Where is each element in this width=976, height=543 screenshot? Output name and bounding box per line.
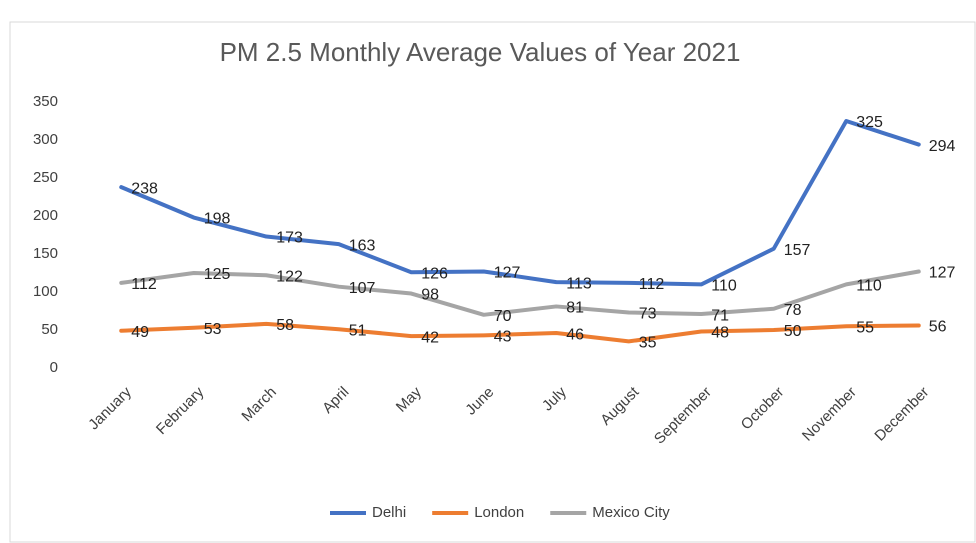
data-label: 126	[421, 265, 448, 282]
data-label: 70	[494, 308, 512, 325]
data-label: 48	[711, 325, 729, 342]
data-label: 325	[856, 114, 883, 131]
y-tick-label: 250	[33, 169, 58, 186]
data-label: 112	[639, 276, 665, 293]
y-tick-label: 350	[33, 93, 58, 110]
data-label: 43	[494, 329, 512, 346]
series-line	[119, 119, 921, 287]
y-tick-label: 200	[33, 207, 58, 224]
data-label: 53	[204, 321, 222, 338]
y-tick-label: 0	[50, 359, 58, 376]
y-tick-label: 100	[33, 283, 58, 300]
legend-label: Delhi	[372, 504, 406, 521]
data-label: 46	[566, 326, 584, 343]
data-label: 98	[421, 287, 439, 304]
y-tick-label: 300	[33, 131, 58, 148]
data-label: 163	[349, 237, 376, 254]
series-line	[119, 269, 921, 317]
data-label: 294	[929, 138, 956, 155]
data-label: 107	[349, 280, 376, 297]
data-label: 113	[566, 275, 592, 292]
data-label: 81	[566, 300, 584, 317]
data-label: 71	[711, 307, 729, 324]
chart-title: PM 2.5 Monthly Average Values of Year 20…	[220, 37, 741, 67]
data-label: 55	[856, 319, 874, 336]
data-label: 73	[639, 306, 657, 323]
data-label: 49	[131, 324, 149, 341]
data-label: 50	[784, 323, 802, 340]
data-label: 35	[639, 335, 657, 352]
data-label: 56	[929, 319, 947, 336]
data-label: 238	[131, 180, 158, 197]
data-label: 127	[929, 265, 956, 282]
data-label: 110	[711, 278, 737, 295]
y-tick-label: 150	[33, 245, 58, 262]
data-label: 122	[276, 268, 303, 285]
data-label: 78	[784, 302, 802, 319]
legend-label: London	[474, 504, 524, 521]
legend-label: Mexico City	[592, 504, 670, 521]
data-label: 58	[276, 317, 294, 334]
y-tick-label: 50	[41, 321, 58, 338]
data-label: 110	[856, 278, 882, 295]
data-label: 51	[349, 322, 367, 339]
data-label: 125	[204, 266, 231, 283]
data-label: 198	[204, 211, 231, 228]
data-label: 173	[276, 230, 303, 247]
series-line	[119, 321, 921, 344]
data-label: 112	[131, 276, 157, 293]
data-label: 127	[494, 265, 521, 282]
data-label: 42	[421, 329, 439, 346]
data-label: 157	[784, 242, 811, 259]
chart-frame	[9, 21, 976, 543]
